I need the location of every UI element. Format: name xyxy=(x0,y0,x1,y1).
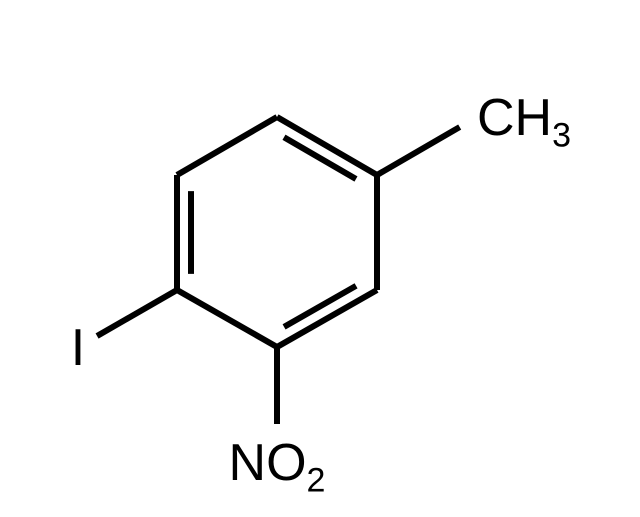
molecule-diagram: CH3 I NO2 xyxy=(0,0,640,517)
atom-label-ch3: CH3 xyxy=(477,89,571,154)
atom-label-no2: NO2 xyxy=(229,434,326,499)
atom-label-i: I xyxy=(71,319,85,377)
